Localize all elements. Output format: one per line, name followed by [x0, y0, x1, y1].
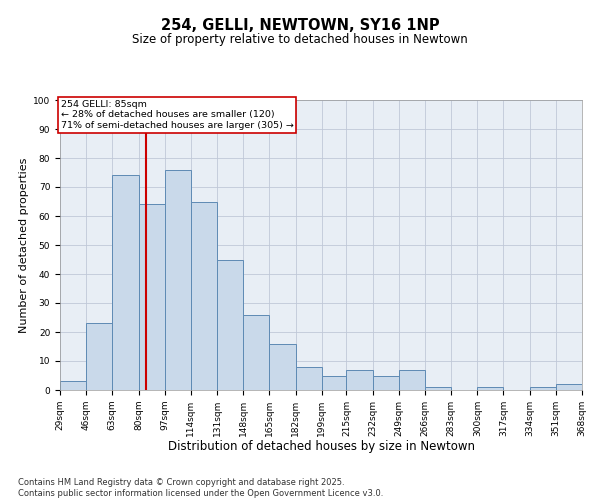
Bar — [139, 204, 165, 390]
Bar — [373, 376, 399, 390]
Bar — [556, 384, 582, 390]
Text: 254, GELLI, NEWTOWN, SY16 1NP: 254, GELLI, NEWTOWN, SY16 1NP — [161, 18, 439, 32]
Text: 254 GELLI: 85sqm
← 28% of detached houses are smaller (120)
71% of semi-detached: 254 GELLI: 85sqm ← 28% of detached house… — [61, 100, 293, 130]
Bar — [60, 382, 86, 390]
Bar — [425, 387, 451, 390]
Y-axis label: Number of detached properties: Number of detached properties — [19, 158, 29, 332]
Bar — [217, 260, 243, 390]
Bar — [269, 344, 296, 390]
Bar — [477, 387, 503, 390]
Bar — [296, 367, 322, 390]
Bar — [112, 176, 139, 390]
Bar — [243, 314, 269, 390]
Bar — [86, 324, 112, 390]
Bar — [191, 202, 217, 390]
Bar — [165, 170, 191, 390]
Text: Contains HM Land Registry data © Crown copyright and database right 2025.
Contai: Contains HM Land Registry data © Crown c… — [18, 478, 383, 498]
Bar — [399, 370, 425, 390]
Bar — [530, 387, 556, 390]
Text: Size of property relative to detached houses in Newtown: Size of property relative to detached ho… — [132, 32, 468, 46]
Bar — [322, 376, 346, 390]
Bar — [346, 370, 373, 390]
X-axis label: Distribution of detached houses by size in Newtown: Distribution of detached houses by size … — [167, 440, 475, 454]
